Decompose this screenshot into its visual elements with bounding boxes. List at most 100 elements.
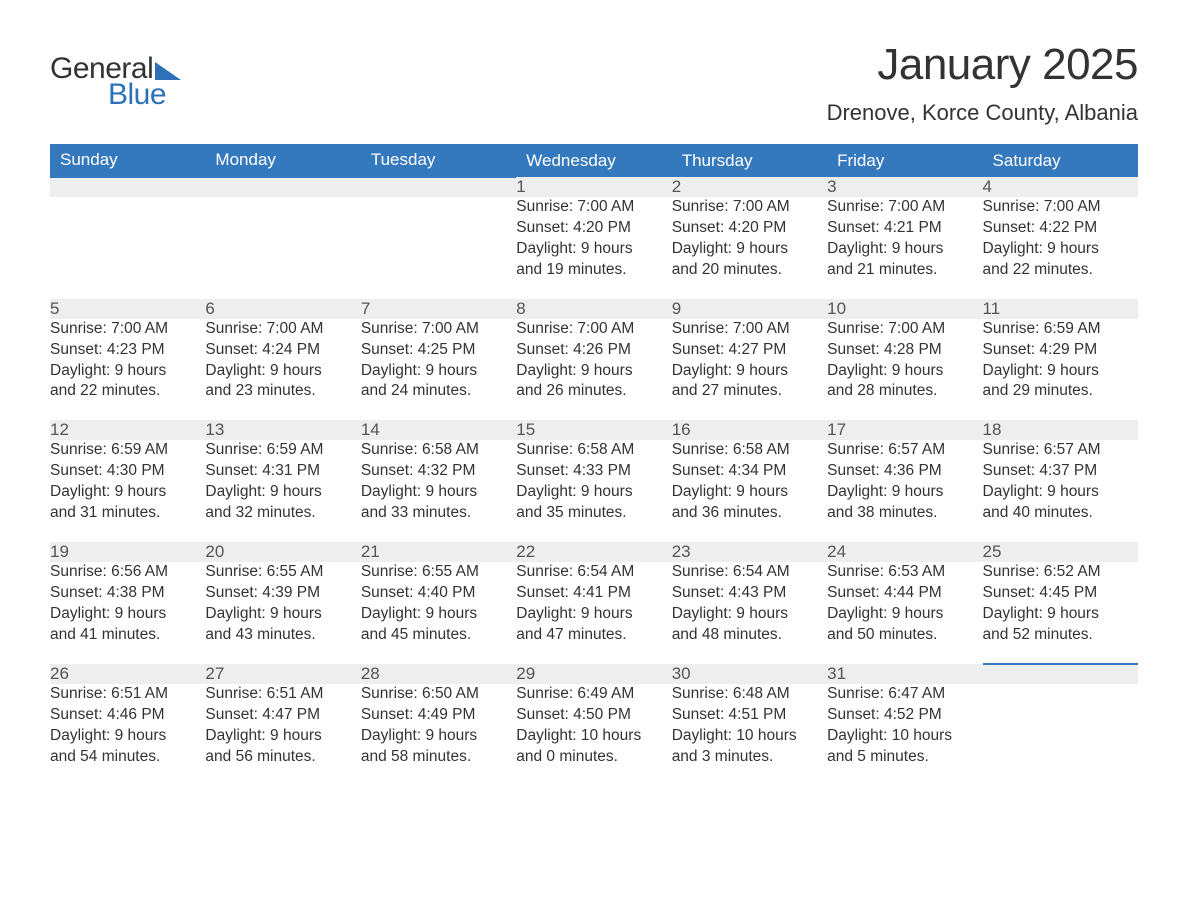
day-dl1: Daylight: 9 hours [516,604,671,625]
day-header-row: Sunday Monday Tuesday Wednesday Thursday… [50,144,1138,177]
day-sunset: Sunset: 4:49 PM [361,705,516,726]
day-number-cell: 13 [205,420,360,440]
day-number-cell: 12 [50,420,205,440]
day-sunset: Sunset: 4:27 PM [672,340,827,361]
day-number-cell: 27 [205,664,360,684]
day-sunrise: Sunrise: 6:50 AM [361,684,516,705]
day-number-cell: 15 [516,420,671,440]
day-sunset: Sunset: 4:51 PM [672,705,827,726]
day-dl1: Daylight: 9 hours [983,239,1138,260]
day-detail-cell: Sunrise: 7:00 AMSunset: 4:22 PMDaylight:… [983,197,1138,281]
day-detail-cell: Sunrise: 6:49 AMSunset: 4:50 PMDaylight:… [516,684,671,768]
day-sunset: Sunset: 4:20 PM [672,218,827,239]
day-sunset: Sunset: 4:22 PM [983,218,1138,239]
day-detail-cell: Sunrise: 6:57 AMSunset: 4:36 PMDaylight:… [827,440,982,524]
day-sunrise: Sunrise: 6:57 AM [827,440,982,461]
day-number-cell: 11 [983,299,1138,319]
day-dl2: and 32 minutes. [205,503,360,524]
day-detail-cell: Sunrise: 6:54 AMSunset: 4:41 PMDaylight:… [516,562,671,646]
day-dl2: and 5 minutes. [827,747,982,768]
day-detail-cell: Sunrise: 6:57 AMSunset: 4:37 PMDaylight:… [983,440,1138,524]
day-dl2: and 26 minutes. [516,381,671,402]
day-sunset: Sunset: 4:21 PM [827,218,982,239]
day-sunset: Sunset: 4:28 PM [827,340,982,361]
header: General Blue January 2025 Drenove, Korce… [50,40,1138,138]
day-number-cell: 16 [672,420,827,440]
day-dl2: and 21 minutes. [827,260,982,281]
day-sunrise: Sunrise: 6:55 AM [205,562,360,583]
day-dl2: and 48 minutes. [672,625,827,646]
day-number-cell [361,177,516,197]
week-detail-row: Sunrise: 6:51 AMSunset: 4:46 PMDaylight:… [50,684,1138,768]
day-number-cell: 29 [516,664,671,684]
day-dl1: Daylight: 9 hours [983,482,1138,503]
day-number-cell: 31 [827,664,982,684]
day-header: Tuesday [361,144,516,177]
day-number-cell: 7 [361,299,516,319]
week-detail-row: Sunrise: 7:00 AMSunset: 4:23 PMDaylight:… [50,319,1138,403]
day-sunrise: Sunrise: 7:00 AM [50,319,205,340]
day-header: Saturday [983,144,1138,177]
day-number-cell: 9 [672,299,827,319]
day-sunrise: Sunrise: 7:00 AM [516,319,671,340]
day-sunrise: Sunrise: 6:57 AM [983,440,1138,461]
day-detail-cell: Sunrise: 7:00 AMSunset: 4:28 PMDaylight:… [827,319,982,403]
day-detail-cell [361,197,516,281]
day-sunrise: Sunrise: 6:58 AM [672,440,827,461]
day-dl2: and 50 minutes. [827,625,982,646]
day-sunset: Sunset: 4:36 PM [827,461,982,482]
week-separator [50,281,1138,299]
day-sunset: Sunset: 4:34 PM [672,461,827,482]
week-detail-row: Sunrise: 6:56 AMSunset: 4:38 PMDaylight:… [50,562,1138,646]
day-dl2: and 38 minutes. [827,503,982,524]
day-detail-cell: Sunrise: 6:52 AMSunset: 4:45 PMDaylight:… [983,562,1138,646]
day-sunrise: Sunrise: 7:00 AM [827,197,982,218]
day-header: Monday [205,144,360,177]
day-sunset: Sunset: 4:23 PM [50,340,205,361]
day-dl1: Daylight: 9 hours [205,726,360,747]
day-detail-cell: Sunrise: 6:53 AMSunset: 4:44 PMDaylight:… [827,562,982,646]
day-sunset: Sunset: 4:40 PM [361,583,516,604]
day-sunrise: Sunrise: 6:59 AM [983,319,1138,340]
day-sunset: Sunset: 4:44 PM [827,583,982,604]
day-dl2: and 31 minutes. [50,503,205,524]
week-daynum-row: 19202122232425 [50,542,1138,562]
day-sunrise: Sunrise: 7:00 AM [983,197,1138,218]
day-detail-cell: Sunrise: 7:00 AMSunset: 4:23 PMDaylight:… [50,319,205,403]
day-dl1: Daylight: 9 hours [361,604,516,625]
day-sunset: Sunset: 4:32 PM [361,461,516,482]
day-dl1: Daylight: 9 hours [516,482,671,503]
day-dl1: Daylight: 9 hours [827,239,982,260]
day-dl1: Daylight: 9 hours [361,482,516,503]
day-dl2: and 36 minutes. [672,503,827,524]
day-dl2: and 22 minutes. [50,381,205,402]
day-detail-cell: Sunrise: 6:56 AMSunset: 4:38 PMDaylight:… [50,562,205,646]
day-number-cell [983,664,1138,684]
day-sunrise: Sunrise: 6:55 AM [361,562,516,583]
day-sunset: Sunset: 4:33 PM [516,461,671,482]
day-sunset: Sunset: 4:37 PM [983,461,1138,482]
day-sunset: Sunset: 4:29 PM [983,340,1138,361]
day-number-cell: 17 [827,420,982,440]
day-detail-cell: Sunrise: 7:00 AMSunset: 4:24 PMDaylight:… [205,319,360,403]
day-number-cell: 19 [50,542,205,562]
day-dl1: Daylight: 9 hours [516,239,671,260]
week-separator [50,524,1138,542]
day-detail-cell: Sunrise: 6:51 AMSunset: 4:46 PMDaylight:… [50,684,205,768]
day-sunset: Sunset: 4:38 PM [50,583,205,604]
day-number-cell: 4 [983,177,1138,197]
day-dl2: and 54 minutes. [50,747,205,768]
page-title: January 2025 [827,40,1138,90]
day-sunrise: Sunrise: 6:48 AM [672,684,827,705]
day-detail-cell: Sunrise: 6:58 AMSunset: 4:34 PMDaylight:… [672,440,827,524]
day-detail-cell: Sunrise: 7:00 AMSunset: 4:21 PMDaylight:… [827,197,982,281]
day-dl1: Daylight: 9 hours [50,726,205,747]
day-detail-cell: Sunrise: 7:00 AMSunset: 4:20 PMDaylight:… [516,197,671,281]
day-dl1: Daylight: 9 hours [827,482,982,503]
day-dl2: and 56 minutes. [205,747,360,768]
week-daynum-row: 12131415161718 [50,420,1138,440]
day-detail-cell: Sunrise: 6:59 AMSunset: 4:30 PMDaylight:… [50,440,205,524]
day-dl1: Daylight: 9 hours [672,482,827,503]
day-dl2: and 23 minutes. [205,381,360,402]
day-dl1: Daylight: 9 hours [672,604,827,625]
